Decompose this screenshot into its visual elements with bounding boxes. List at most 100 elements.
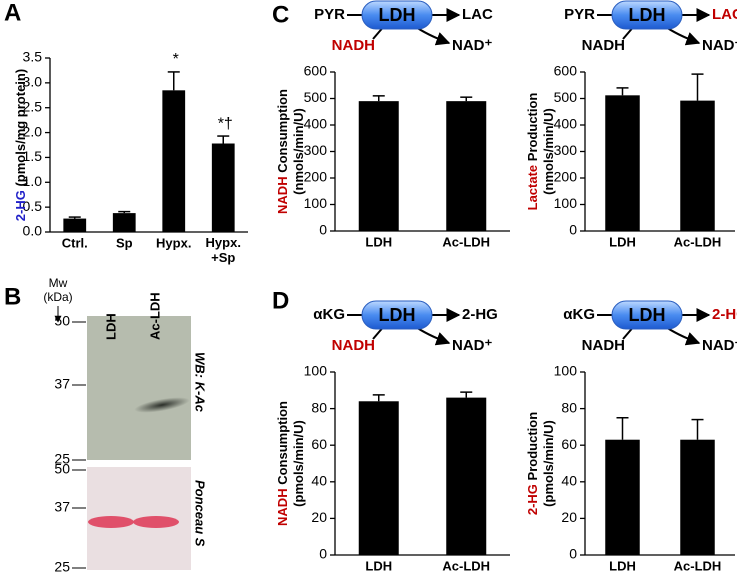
y-label-part: Consumption [275,89,290,176]
y-axis-label: NADH Consumption [275,89,290,214]
y-tick-label: 1.5 [23,148,43,164]
x-tick-label: Ctrl. [62,235,88,250]
error-bar [691,418,704,440]
error-bar [68,216,81,219]
y-tick-label: 0.5 [23,198,43,214]
blot-membrane [87,316,191,460]
y-tick-label: 3.5 [23,49,43,65]
error-bar [167,71,180,91]
y-label-part: (nmols/min/U) [541,108,556,195]
ponceau-band [88,516,134,528]
error-bar [217,135,230,144]
enzyme-label: LDH [379,305,416,325]
y-axis-label: 2-HG (pmols/mg protein) [13,69,28,221]
panel-letter: B [4,283,21,310]
y-label-part: NADH [275,488,290,526]
x-tick-label: Hypx. +Sp [206,235,241,265]
y-tick-label: 20 [311,509,327,525]
y-tick-label: 100 [554,363,578,379]
bar [446,397,487,555]
y-axis-label: (nmols/min/U) [291,108,306,195]
substrate: PYR [314,6,345,23]
blot-label: Ponceau S [193,480,208,547]
x-tick-label: LDH [365,558,392,573]
mw-marker: 37 [54,499,70,515]
y-label-part: Production [525,93,540,165]
y-tick-label: 400 [554,116,578,132]
cofactor-product: NAD⁺ [702,337,737,354]
enzyme-label: LDH [629,305,666,325]
x-tick-label: Ac-LDH [674,558,722,573]
y-tick-label: 100 [304,363,328,379]
bar [680,439,715,555]
y-tick-label: 0 [319,222,327,238]
y-tick-label: 40 [561,473,577,489]
y-tick-label: 20 [561,509,577,525]
y-tick-label: 80 [561,399,577,415]
y-label-part: (nmols/min/U) [291,108,306,195]
substrate: αKG [313,306,345,323]
mw-marker: 25 [54,451,70,467]
bar [211,143,235,232]
y-tick-label: 0.0 [23,223,43,239]
y-tick-label: 100 [554,195,578,211]
annotation: * [173,51,179,68]
y-tick-label: 2.5 [23,98,43,114]
mw-label: (kDa) [43,290,72,304]
product: LAC [462,6,493,23]
y-tick-label: 300 [554,142,578,158]
mw-marker: 50 [54,313,70,329]
y-axis-label: (nmols/min/U) [541,108,556,195]
product: 2-HG [712,306,737,323]
y-label-part: Production [525,412,540,484]
enzyme-shape [611,0,683,30]
y-tick-label: 500 [554,89,578,105]
y-label-part: Consumption [275,401,290,488]
panel-letter: A [4,0,21,26]
y-tick-label: 200 [554,169,578,185]
bar [162,90,186,232]
x-tick-label: Hypx. [156,235,191,250]
cofactor-product: NAD⁺ [452,337,492,354]
y-tick-label: 0 [569,222,577,238]
product: 2-HG [462,306,498,323]
ponceau-band [133,516,179,528]
y-axis-label: (pmols/min/U) [291,420,306,507]
annotation: *† [218,115,233,132]
enzyme-label: LDH [379,5,416,25]
error-bar [460,96,473,102]
y-tick-label: 200 [304,169,328,185]
y-label-part: (pmols/mg protein) [13,69,28,190]
cofactor: NADH [332,337,375,354]
y-tick-label: 600 [304,63,328,79]
error-bar [616,417,629,440]
y-label-part: NADH [275,176,290,214]
y-tick-label: 2.0 [23,123,43,139]
lane-label: LDH [103,313,118,340]
enzyme-shape [361,0,433,30]
y-tick-label: 300 [304,142,328,158]
x-tick-label: LDH [365,234,392,249]
bar [605,439,640,555]
bar [63,218,87,232]
y-label-part: (pmols/min/U) [541,420,556,507]
lane-label: Ac-LDH [147,292,162,340]
cofactor: NADH [582,37,625,54]
panel-letter: D [272,287,289,314]
x-tick-label: LDH [609,558,636,573]
y-tick-label: 60 [311,436,327,452]
y-tick-label: 80 [311,399,327,415]
error-bar [118,210,131,214]
blot-label: WB: K-Ac [193,352,208,413]
error-bar [616,87,629,96]
y-tick-label: 60 [561,436,577,452]
y-label-part: 2-HG [13,190,28,221]
y-label-part: Lactate [525,165,540,211]
y-tick-label: 40 [311,473,327,489]
y-axis-label: (pmols/min/U) [541,420,556,507]
y-tick-label: 400 [304,116,328,132]
cofactor-product: NAD⁺ [702,37,737,54]
panel-letter: C [272,1,289,28]
cofactor: NADH [332,37,375,54]
y-tick-label: 1.0 [23,173,43,189]
